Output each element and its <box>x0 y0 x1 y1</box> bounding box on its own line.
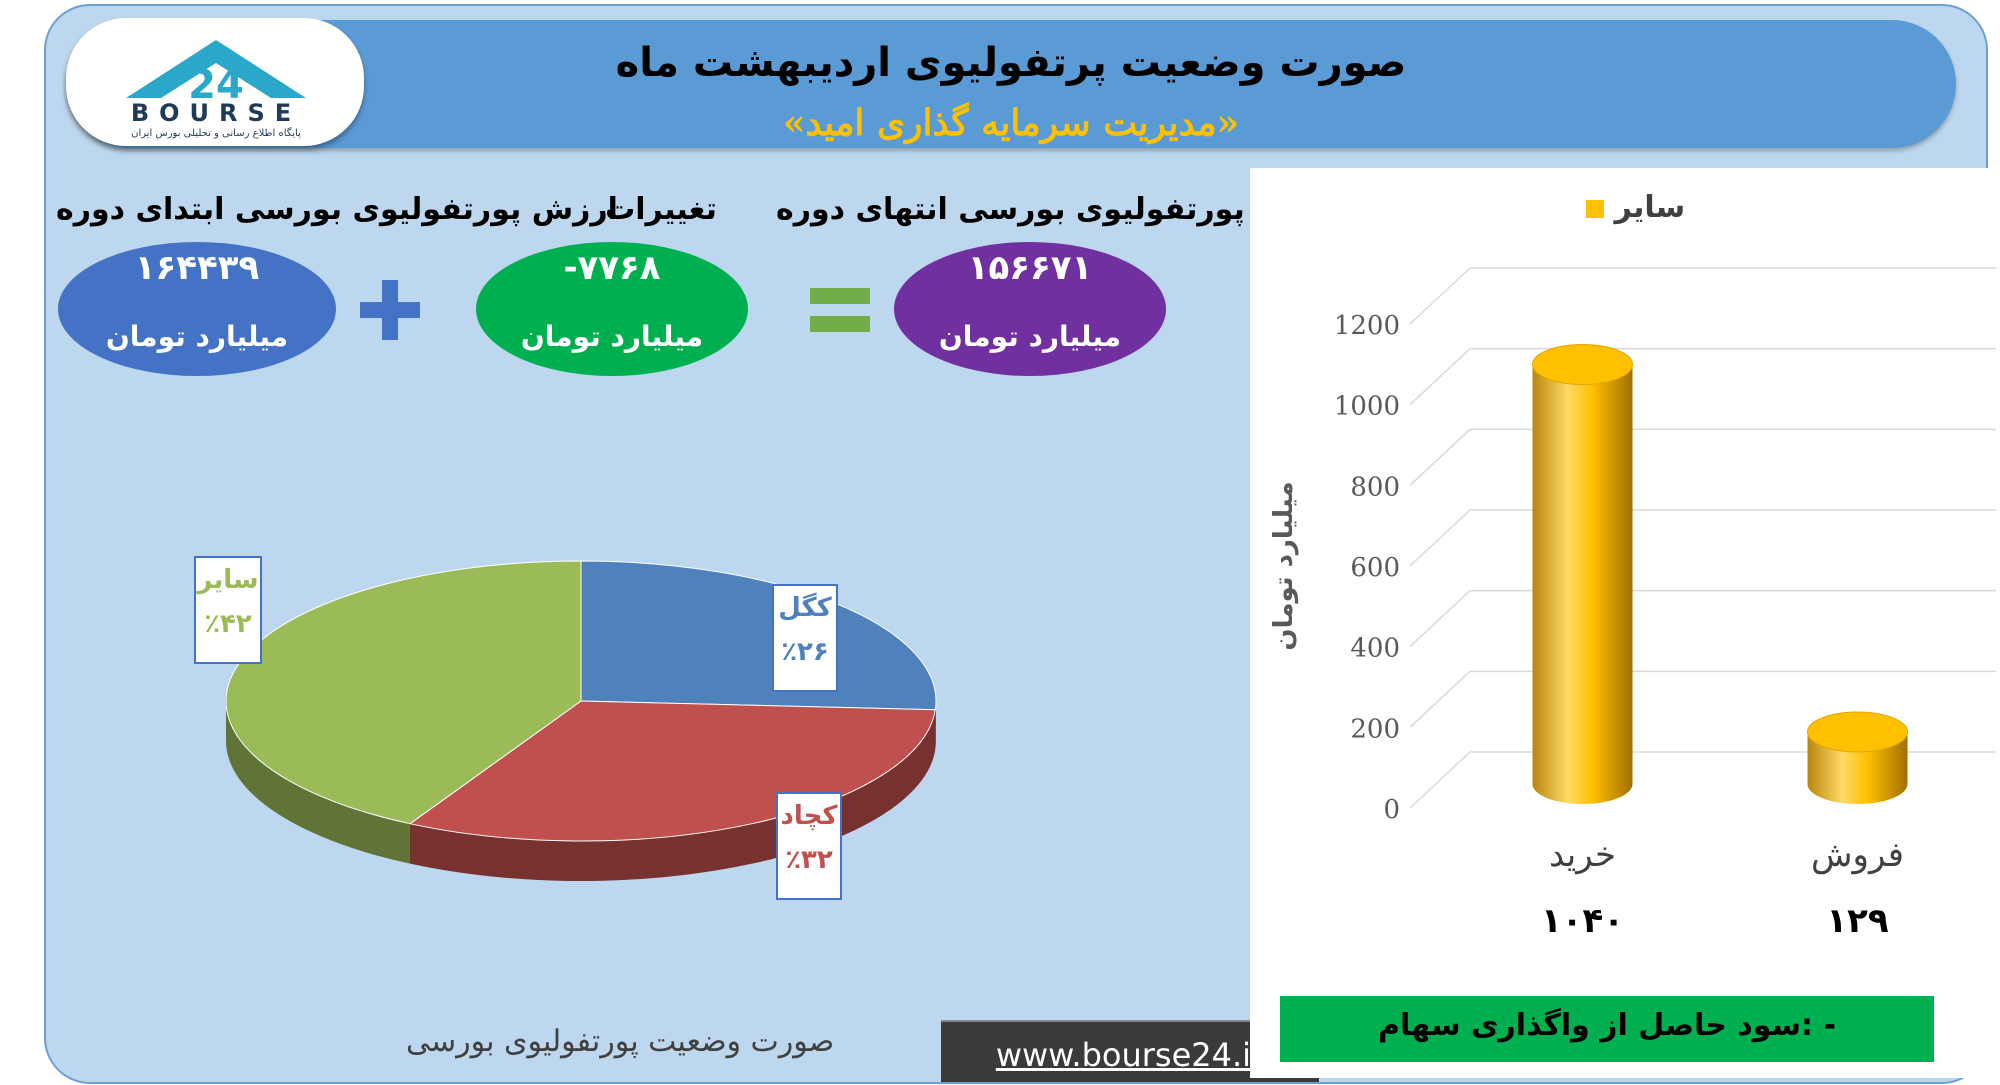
bar-top-0 <box>1532 344 1633 386</box>
pie-caption: صورت وضعیت پورتفولیوی بورسی <box>406 1024 835 1059</box>
grid-diag-4 <box>1409 428 1471 486</box>
buy-sell-bar-chart: 0 200 400 600 800 1000 1200 میلیارد تومان خرید ۱۰… <box>1269 267 1996 941</box>
pie-label-kechad-pct: ٪۳۲ <box>785 845 833 875</box>
pie-label-other-pct: ٪۴۲ <box>204 609 252 639</box>
grid-diag-0 <box>1409 751 1471 809</box>
y-tick-label-3: 600 <box>1350 553 1400 583</box>
logo-tagline: پایگاه اطلاع رسانی و تحلیلی بورس ایران <box>131 127 301 139</box>
pie-slice-0 <box>580 560 937 711</box>
y-tick-label-4: 800 <box>1350 472 1400 502</box>
page-subtitle: «مدیریت سرمایه گذاری امید» <box>782 102 1240 144</box>
grid-diag-6 <box>1409 267 1471 325</box>
pie-label-other: سایر ٪۴۲ <box>194 556 262 664</box>
y-tick-label-1: 200 <box>1350 714 1400 744</box>
logo-text: BOURSE <box>131 99 301 127</box>
pie-label-kegol-pct: ٪۲۶ <box>781 637 829 667</box>
y-axis-label: میلیارد تومان <box>1269 481 1299 650</box>
pie-label-kegol: کگل ٪۲۶ <box>772 584 838 692</box>
bar-legend: سایر <box>1580 190 1685 225</box>
grid-diag-2 <box>1409 590 1471 648</box>
y-tick-label-6: 1200 <box>1334 311 1400 341</box>
bar-body-0 <box>1532 364 1633 804</box>
pie-side-2 <box>226 701 410 864</box>
profit-text: سود حاصل از واگذاری سهام: - <box>1378 1008 1836 1043</box>
pie-label-kechad-name: کچاد <box>780 801 838 831</box>
y-tick-label-5: 1000 <box>1334 392 1400 422</box>
profit-banner: سود حاصل از واگذاری سهام: - <box>1280 996 1934 1062</box>
start-value-label: ارزش پورتفولیوی بورسی ابتدای دوره <box>56 192 618 227</box>
y-tick-label-2: 400 <box>1350 634 1400 664</box>
change-value-ellipse: -۷۷۶۸ میلیارد تومان <box>476 242 748 376</box>
page-title: صورت وضعیت پرتفولیوی اردیبهشت ماه <box>615 40 1407 86</box>
start-value: ۱۶۴۴۳۹ <box>134 248 260 288</box>
bar-chart-panel: سایر 0 200 400 600 800 1000 1200 میلیارد تومان خ… <box>1250 168 1996 1078</box>
legend-label: سایر <box>1614 190 1686 225</box>
pie-slice-2 <box>226 560 582 825</box>
header-banner: صورت وضعیت پرتفولیوی اردیبهشت ماه «مدیری… <box>66 20 1956 148</box>
end-value: ۱۵۶۶۷۱ <box>967 248 1093 288</box>
grid-diag-3 <box>1409 509 1471 567</box>
legend-swatch <box>1586 199 1604 218</box>
bar-top-1 <box>1807 711 1908 753</box>
logo-number: 24 <box>188 62 244 108</box>
end-value-label: ارزش پورتفولیوی بورسی انتهای دوره <box>776 192 1342 227</box>
bourse24-logo: 24 BOURSE پایگاه اطلاع رسانی و تحلیلی بو… <box>66 18 364 146</box>
pie-label-kechad: کچاد ٪۳۲ <box>776 792 842 900</box>
change-unit: میلیارد تومان <box>520 320 704 353</box>
plus-icon <box>360 280 420 340</box>
bar-value-label-0: ۱۰۴۰ <box>1541 901 1624 941</box>
end-unit: میلیارد تومان <box>938 320 1122 353</box>
change-value: -۷۷۶۸ <box>563 248 661 288</box>
start-value-ellipse: ۱۶۴۴۳۹ میلیارد تومان <box>58 242 336 376</box>
pie-label-kegol-name: کگل <box>778 593 832 623</box>
start-unit: میلیارد تومان <box>105 320 289 353</box>
bar-body-1 <box>1807 731 1908 804</box>
pie-label-other-name: سایر <box>197 565 259 595</box>
end-value-ellipse: ۱۵۶۶۷۱ میلیارد تومان <box>894 242 1166 376</box>
portfolio-pie-chart <box>226 560 937 881</box>
grid-diag-5 <box>1409 348 1471 406</box>
grid-diag-1 <box>1409 670 1471 728</box>
bar-value-label-1: ۱۲۹ <box>1826 901 1889 941</box>
y-tick-label-0: 0 <box>1383 795 1400 825</box>
pie-side-0 <box>935 701 936 750</box>
change-label: تغییرات <box>605 192 717 227</box>
x-category-label-0: خرید <box>1549 835 1616 875</box>
x-category-label-1: فروش <box>1811 835 1904 875</box>
equals-icon <box>810 288 870 332</box>
website-link[interactable]: www.bourse24.ir <box>995 1036 1265 1074</box>
